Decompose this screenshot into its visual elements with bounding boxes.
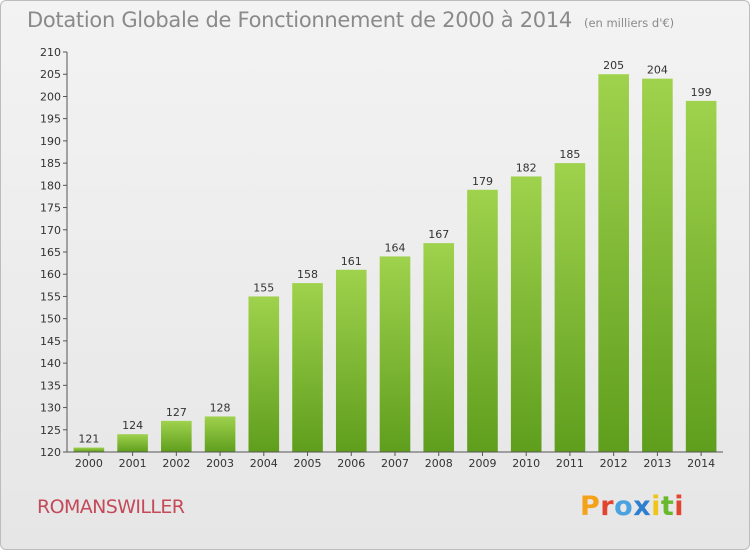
- value-label-2001: 124: [122, 419, 143, 432]
- x-axis: 2000 2001 2002 2003 2004 2005 2006 2007 2008 2009…: [67, 451, 723, 470]
- bar-2001[interactable]: [117, 434, 148, 452]
- bar-2013[interactable]: [642, 78, 673, 453]
- value-label-2005: 158: [297, 268, 318, 281]
- y-tick-label: 185: [40, 157, 61, 170]
- y-tick-label: 170: [40, 224, 61, 237]
- logo-letter: x: [633, 491, 652, 522]
- value-label-2007: 164: [385, 241, 406, 254]
- logo-letter: i: [651, 491, 661, 522]
- logo-letter: i: [674, 491, 685, 522]
- bar-2009[interactable]: [467, 189, 498, 452]
- logo-letter: P: [580, 491, 601, 522]
- chart-title: Dotation Globale de Fonctionnement de 20…: [27, 8, 674, 32]
- y-tick-label: 175: [40, 202, 61, 215]
- bar-2004[interactable]: [248, 296, 280, 452]
- value-label-2000: 121: [78, 433, 99, 446]
- y-tick-label: 140: [40, 357, 61, 370]
- y-tick-label: 195: [40, 113, 61, 126]
- logo-letter: r: [600, 491, 615, 522]
- y-tick-label: 135: [40, 379, 61, 392]
- value-label-2002: 127: [166, 406, 187, 419]
- proxiti-logo[interactable]: Proxiti: [580, 491, 684, 522]
- y-axis: 120 125 130 135 140 145 150 155 160 165 170 175 180 1…: [40, 46, 68, 459]
- chart-title-text: Dotation Globale de Fonctionnement de 20…: [27, 8, 572, 32]
- y-tick-label: 130: [40, 402, 61, 415]
- value-label-2011: 185: [559, 148, 580, 161]
- bar-2003[interactable]: [204, 416, 236, 452]
- logo-letter: o: [614, 491, 634, 522]
- y-tick-label: 120: [40, 446, 61, 459]
- bar-2005[interactable]: [292, 283, 323, 452]
- value-label-2006: 161: [341, 255, 362, 268]
- x-tick-label-2004: 2004: [250, 457, 278, 470]
- bar-2007[interactable]: [379, 256, 411, 452]
- y-tick-label: 180: [40, 179, 61, 192]
- place-name: ROMANSWILLER: [37, 496, 185, 518]
- bar-2010[interactable]: [510, 176, 542, 452]
- y-tick-label: 150: [40, 313, 61, 326]
- y-tick-label: 165: [40, 246, 61, 259]
- value-label-2013: 204: [647, 64, 668, 77]
- bar-2006[interactable]: [335, 269, 367, 452]
- x-tick-label-2010: 2010: [512, 457, 540, 470]
- x-tick-label-2013: 2013: [643, 457, 671, 470]
- value-label-2003: 128: [210, 401, 231, 414]
- y-tick-label: 160: [40, 268, 61, 281]
- value-label-2009: 179: [472, 175, 493, 188]
- value-label-2004: 155: [253, 281, 274, 294]
- value-label-2014: 199: [691, 86, 712, 99]
- x-tick-label-2001: 2001: [119, 457, 147, 470]
- x-tick-label-2009: 2009: [468, 457, 496, 470]
- chart-subtitle: (en milliers d'€): [583, 16, 675, 30]
- y-tick-label: 125: [40, 424, 61, 437]
- bar-2014[interactable]: [685, 100, 717, 452]
- y-tick-label: 190: [40, 135, 61, 148]
- bar-2002[interactable]: [161, 420, 192, 452]
- x-tick-label-2002: 2002: [162, 457, 190, 470]
- x-tick-label-2011: 2011: [556, 457, 584, 470]
- value-label-2010: 182: [516, 161, 537, 174]
- bars: 121 124 127 128 155 158 161 164 167 179 182 185 205 2…: [73, 59, 717, 453]
- x-tick-label-2008: 2008: [425, 457, 453, 470]
- x-tick-label-2006: 2006: [337, 457, 365, 470]
- y-tick-label: 145: [40, 335, 61, 348]
- x-tick-label-2012: 2012: [600, 457, 628, 470]
- x-tick-label-2003: 2003: [206, 457, 234, 470]
- value-label-2008: 167: [428, 228, 449, 241]
- bar-2012[interactable]: [598, 74, 629, 452]
- x-tick-label-2005: 2005: [294, 457, 322, 470]
- bar-2011[interactable]: [554, 163, 586, 452]
- y-tick-label: 155: [40, 290, 61, 303]
- logo-letter: t: [660, 491, 675, 522]
- x-tick-label-2000: 2000: [75, 457, 103, 470]
- bar-2008[interactable]: [423, 243, 455, 452]
- y-tick-label: 200: [40, 90, 61, 103]
- y-tick-label: 205: [40, 68, 61, 81]
- value-label-2012: 205: [603, 59, 624, 72]
- x-tick-label-2014: 2014: [687, 457, 715, 470]
- y-tick-label: 210: [40, 46, 61, 59]
- bar-2000[interactable]: [73, 447, 105, 452]
- x-tick-label-2007: 2007: [381, 457, 409, 470]
